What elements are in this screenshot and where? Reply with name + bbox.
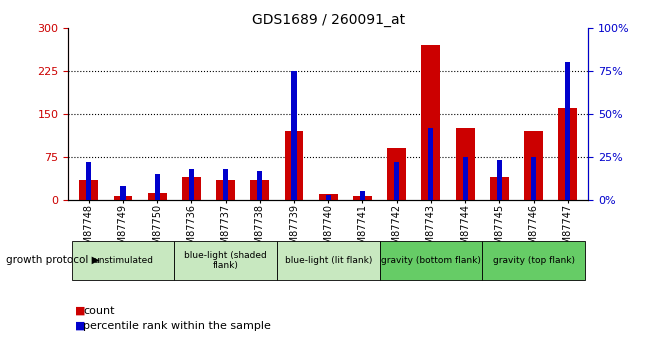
Bar xyxy=(114,196,133,200)
Bar xyxy=(120,186,125,200)
Title: GDS1689 / 260091_at: GDS1689 / 260091_at xyxy=(252,12,405,27)
Text: blue-light (lit flank): blue-light (lit flank) xyxy=(285,256,372,265)
Bar xyxy=(558,108,577,200)
Bar xyxy=(86,162,92,200)
Bar xyxy=(189,169,194,200)
Bar xyxy=(79,180,98,200)
Text: count: count xyxy=(83,306,114,315)
Text: blue-light (shaded
flank): blue-light (shaded flank) xyxy=(184,251,267,270)
Text: growth protocol ▶: growth protocol ▶ xyxy=(6,256,100,265)
Bar xyxy=(155,174,160,200)
Text: percentile rank within the sample: percentile rank within the sample xyxy=(83,321,271,331)
Bar xyxy=(463,157,467,200)
Bar xyxy=(387,148,406,200)
Bar xyxy=(428,128,434,200)
Bar xyxy=(394,162,399,200)
Bar xyxy=(319,194,337,200)
Text: gravity (top flank): gravity (top flank) xyxy=(493,256,575,265)
Bar xyxy=(174,240,277,280)
Text: ■: ■ xyxy=(75,306,85,315)
Bar xyxy=(257,171,263,200)
Bar xyxy=(291,71,296,200)
Bar xyxy=(497,160,502,200)
Bar xyxy=(353,196,372,200)
Bar xyxy=(531,157,536,200)
Bar xyxy=(565,62,570,200)
Bar xyxy=(456,128,474,200)
Bar xyxy=(182,177,201,200)
Bar xyxy=(285,131,304,200)
Text: gravity (bottom flank): gravity (bottom flank) xyxy=(381,256,481,265)
Bar xyxy=(216,180,235,200)
Bar xyxy=(482,240,585,280)
Bar xyxy=(360,191,365,200)
Bar xyxy=(524,131,543,200)
Bar xyxy=(490,177,509,200)
Bar xyxy=(148,193,166,200)
Bar xyxy=(326,195,331,200)
Bar xyxy=(223,169,228,200)
Bar xyxy=(380,240,482,280)
Bar xyxy=(421,45,440,200)
Bar xyxy=(277,240,380,280)
Text: ■: ■ xyxy=(75,321,85,331)
Bar xyxy=(250,180,269,200)
Text: unstimulated: unstimulated xyxy=(93,256,153,265)
Bar xyxy=(72,240,174,280)
